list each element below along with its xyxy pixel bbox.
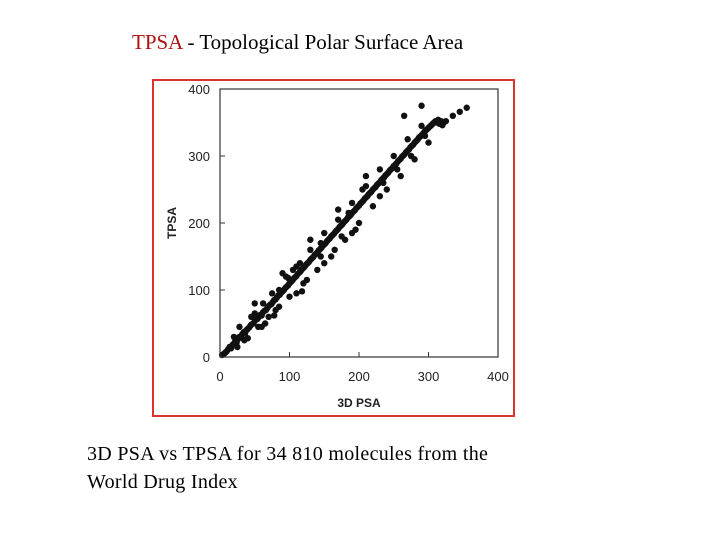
data-point	[255, 323, 262, 331]
data-point	[404, 136, 411, 143]
data-point	[230, 333, 238, 341]
data-point	[390, 152, 397, 160]
x-tick-label: 200	[348, 369, 370, 384]
y-axis-ticks: 0 100 200 300 400	[188, 82, 225, 365]
x-tick-label: 0	[216, 369, 223, 384]
x-tick-label: 300	[418, 369, 440, 384]
data-point	[418, 102, 425, 109]
data-point	[348, 199, 356, 207]
data-point	[345, 209, 352, 217]
data-point	[334, 216, 342, 223]
caption-line-2: World Drug Index	[87, 471, 238, 493]
data-point	[449, 112, 457, 119]
data-point	[394, 166, 401, 173]
x-axis-ticks: 0 100 200 300 400	[216, 352, 509, 384]
data-point	[303, 276, 311, 284]
data-point	[397, 172, 404, 180]
data-point	[359, 186, 366, 193]
data-point	[275, 286, 283, 294]
data-point	[421, 132, 429, 140]
y-axis-label: TPSA	[165, 207, 179, 239]
data-point	[425, 139, 432, 146]
data-point	[289, 266, 297, 274]
data-point	[251, 300, 258, 307]
x-tick-label: 100	[279, 369, 301, 384]
slide-title: TPSA - Topological Polar Surface Area	[132, 30, 463, 55]
data-point	[376, 166, 384, 173]
data-point	[261, 320, 269, 327]
data-point	[407, 152, 415, 160]
data-point	[331, 246, 338, 253]
data-point	[248, 313, 255, 320]
title-acronym: TPSA	[132, 30, 183, 54]
x-axis-label: 3D PSA	[337, 396, 381, 410]
data-point	[352, 226, 359, 233]
data-point	[286, 293, 293, 300]
y-tick-label: 100	[188, 283, 210, 298]
data-point	[307, 246, 314, 253]
data-point	[284, 274, 292, 282]
data-point	[296, 260, 304, 267]
data-point	[236, 323, 243, 331]
data-point	[463, 104, 470, 111]
data-point	[380, 179, 387, 186]
title-rest: - Topological Polar Surface Area	[182, 30, 464, 54]
data-point	[442, 117, 450, 125]
data-point	[317, 239, 324, 247]
data-point	[400, 112, 408, 119]
data-point	[338, 233, 345, 240]
data-point	[271, 312, 278, 319]
data-point	[234, 343, 241, 351]
data-point	[279, 270, 286, 277]
data-point	[321, 229, 328, 237]
y-tick-label: 400	[188, 82, 210, 97]
data-point	[244, 335, 251, 342]
data-point	[265, 313, 272, 320]
data-point	[418, 122, 425, 130]
data-point	[321, 260, 328, 267]
y-tick-label: 0	[203, 350, 210, 365]
caption: 3D PSA vs TPSA for 34 810 molecules from…	[87, 440, 488, 496]
data-point	[298, 288, 306, 295]
figure-frame: 0 100 200 300 400 0 100 200 300 400 3D PSA TPSA	[152, 79, 515, 417]
data-point	[259, 300, 267, 307]
caption-line-1: 3D PSA vs TPSA for 34 810 molecules from…	[87, 443, 489, 465]
data-point	[355, 219, 363, 227]
scatter-chart: 0 100 200 300 400 0 100 200 300 400 3D PSA TPSA	[165, 82, 509, 410]
data-point	[268, 290, 276, 297]
data-point	[328, 253, 335, 260]
y-tick-label: 200	[188, 216, 210, 231]
data-point	[314, 266, 321, 274]
data-point	[334, 206, 342, 213]
data-point	[369, 203, 377, 210]
data-point	[362, 172, 370, 180]
y-tick-label: 300	[188, 149, 210, 164]
data-point	[383, 186, 390, 193]
data-point	[293, 290, 300, 297]
data-point	[456, 108, 463, 115]
data-point	[307, 236, 314, 243]
x-tick-label: 400	[487, 369, 509, 384]
data-point	[275, 303, 283, 310]
data-point	[317, 253, 324, 260]
data-points	[218, 102, 470, 359]
data-point	[376, 193, 384, 200]
